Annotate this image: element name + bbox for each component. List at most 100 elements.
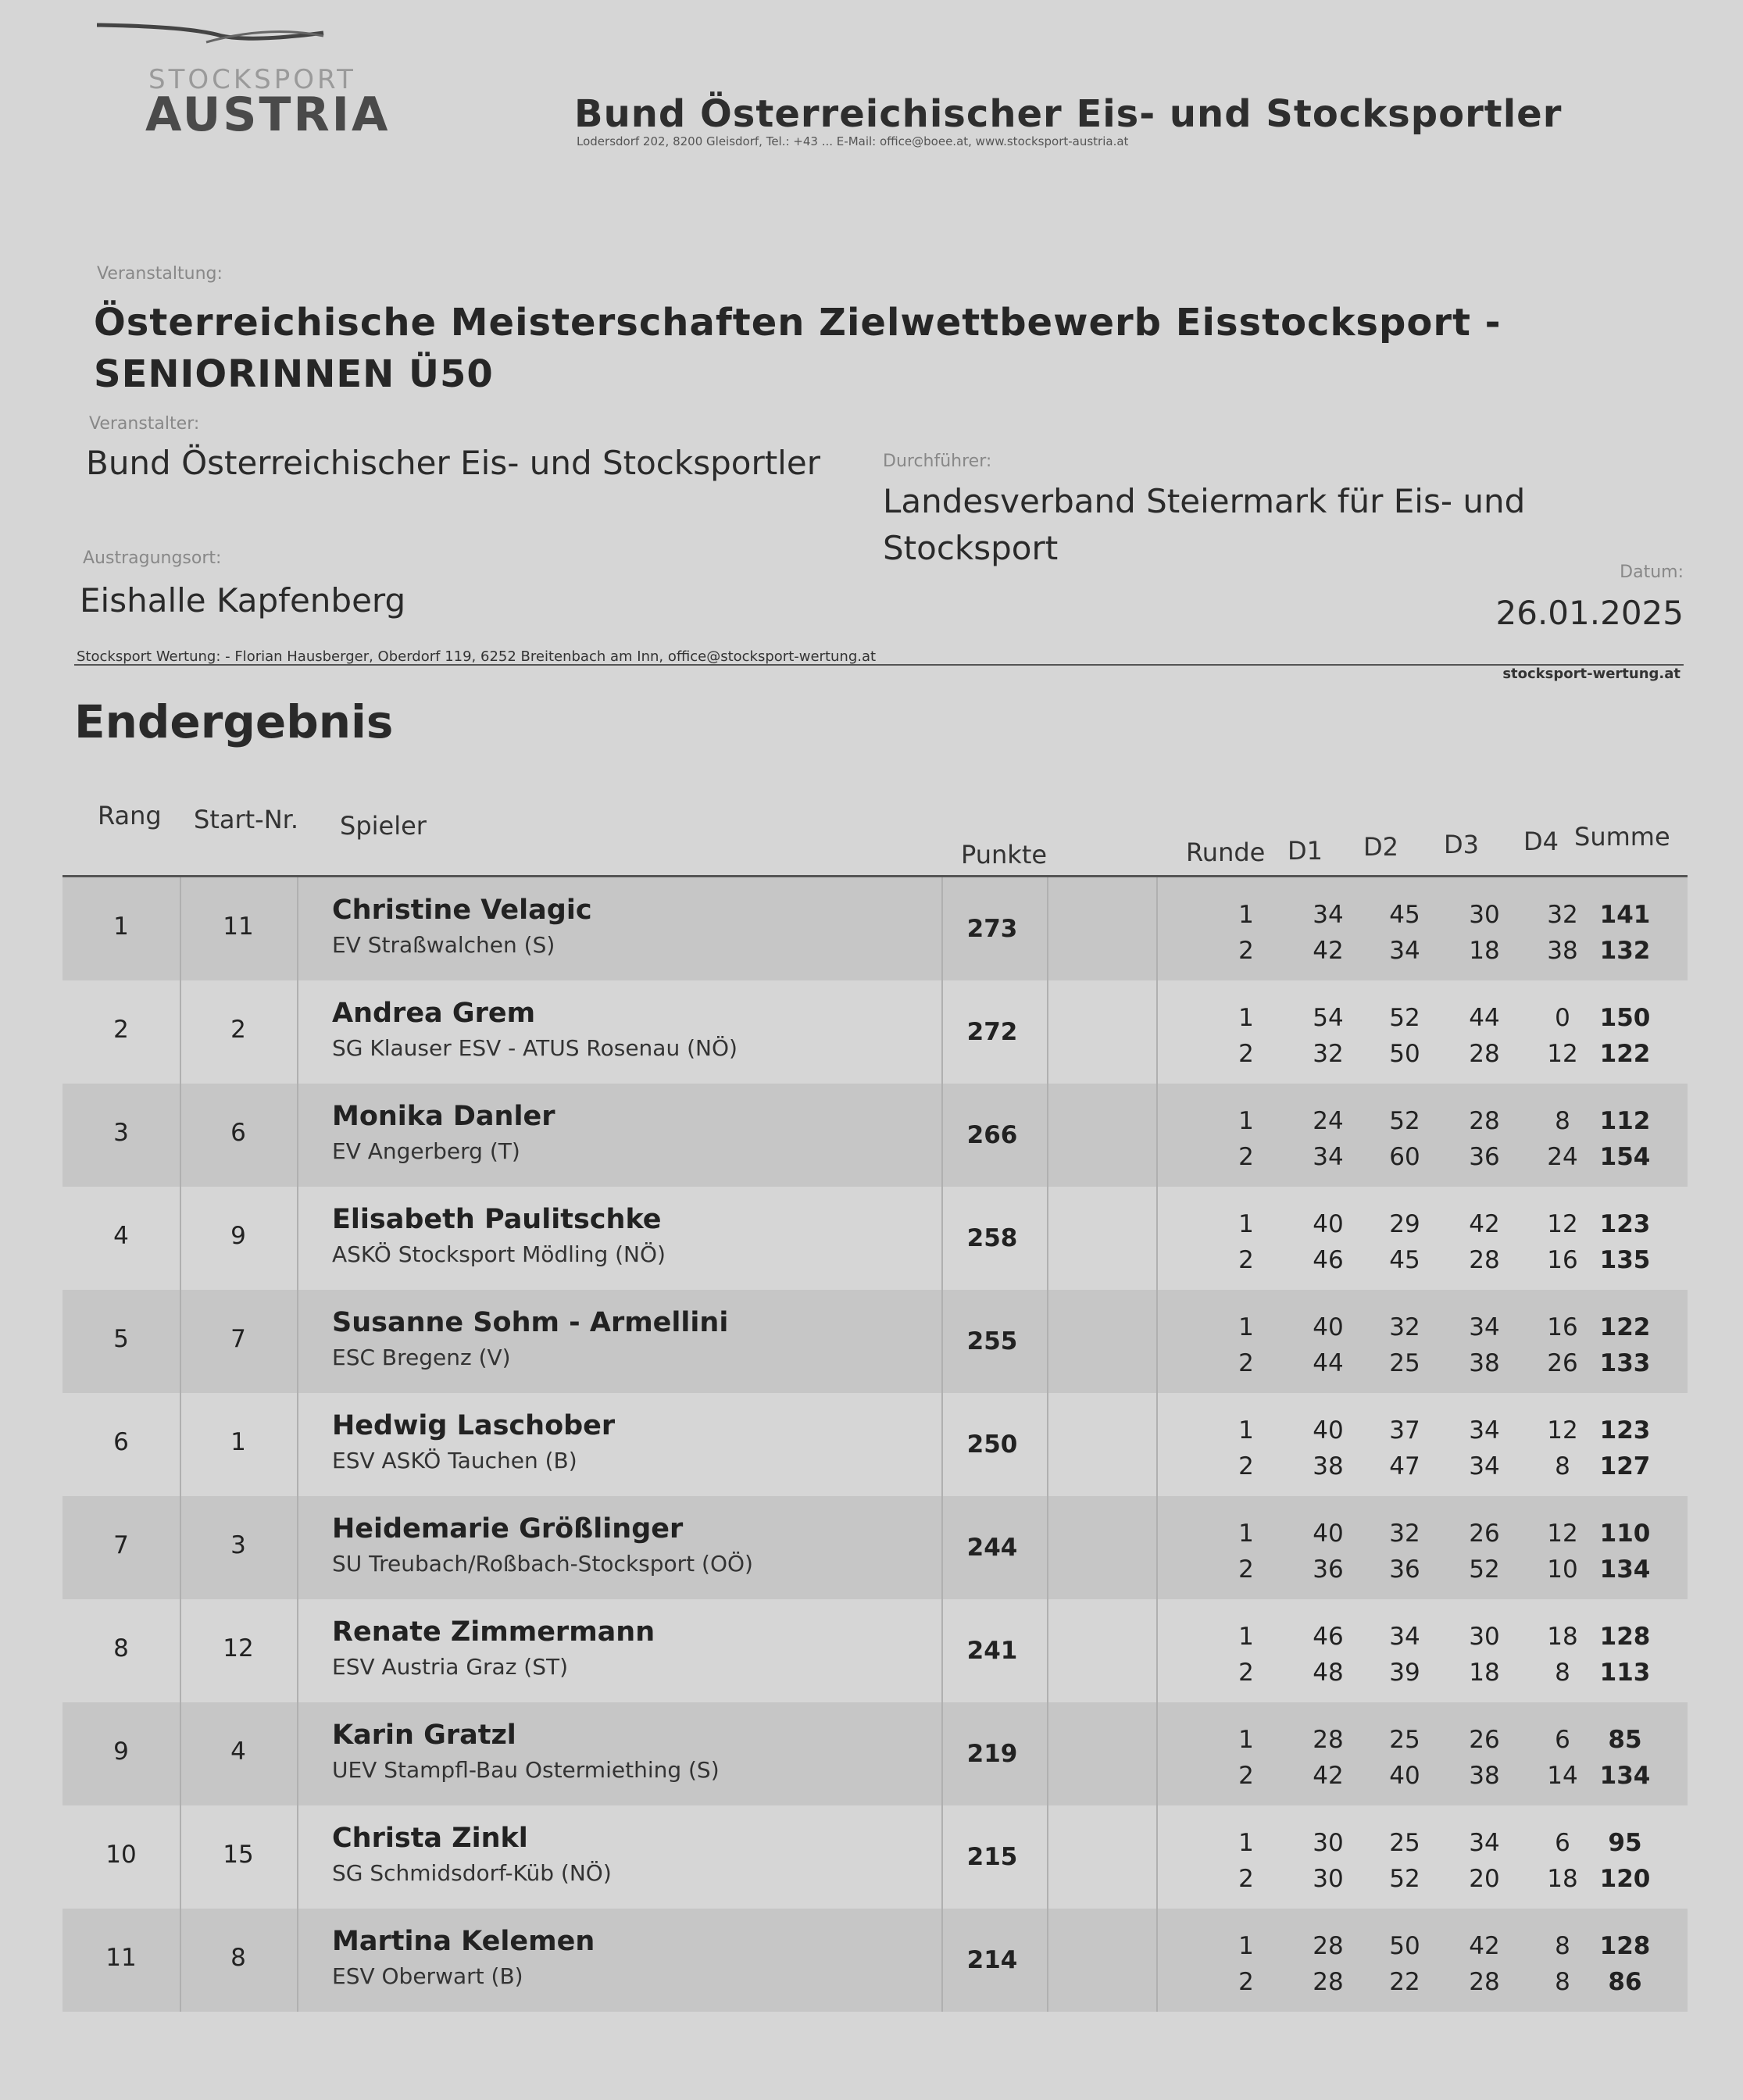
header-d4: D4	[1523, 827, 1559, 856]
d4-cell: 8	[1555, 1932, 1570, 1960]
d4-cell: 6	[1555, 1829, 1570, 1857]
d3-cell: 42	[1469, 1932, 1500, 1960]
scoring-credit: Stocksport Wertung: - Florian Hausberger…	[77, 648, 877, 665]
rang-cell: 9	[113, 1738, 129, 1766]
d2-cell: 52	[1389, 1107, 1420, 1135]
start-nr-cell: 9	[230, 1222, 246, 1250]
column-divider	[1047, 980, 1048, 1084]
player-name: Monika Danler	[332, 1101, 555, 1132]
rang-cell: 11	[105, 1944, 137, 1972]
column-divider	[941, 1805, 943, 1909]
player-name: Hedwig Laschober	[332, 1410, 616, 1441]
d4-cell: 26	[1547, 1349, 1578, 1377]
player-name: Karin Gratzl	[332, 1720, 516, 1751]
table-row: 10 15 Christa Zinkl SG Schmidsdorf-Küb (NÖ)…	[63, 1805, 1688, 1909]
summe-cell: 134	[1599, 1762, 1651, 1790]
runde-cell: 1	[1238, 1520, 1254, 1548]
start-nr-cell: 8	[230, 1944, 246, 1972]
column-divider	[941, 1393, 943, 1496]
start-nr-cell: 4	[230, 1738, 246, 1766]
d4-cell: 12	[1547, 1520, 1578, 1548]
runde-cell: 2	[1238, 937, 1254, 965]
d1-cell: 32	[1313, 1040, 1344, 1068]
d3-cell: 30	[1469, 901, 1500, 929]
summe-cell: 113	[1599, 1659, 1651, 1687]
player-name: Heidemarie Größlinger	[332, 1513, 684, 1545]
runde-cell: 2	[1238, 1968, 1254, 1996]
header-summe: Summe	[1574, 822, 1670, 852]
player-club: ESV ASKÖ Tauchen (B)	[332, 1448, 577, 1473]
column-divider	[297, 1909, 298, 2012]
punkte-cell: 258	[966, 1224, 1018, 1252]
player-club: ESV Oberwart (B)	[332, 1963, 523, 1989]
player-club: SU Treubach/Roßbach-Stocksport (OÖ)	[332, 1551, 753, 1577]
table-header: Rang Start-Nr. Spieler Punkte Runde D1 D…	[63, 797, 1688, 877]
d1-cell: 30	[1313, 1829, 1344, 1857]
summe-cell: 150	[1599, 1004, 1651, 1032]
d4-cell: 0	[1555, 1004, 1570, 1032]
player-name: Susanne Sohm - Armellini	[332, 1307, 729, 1338]
d3-cell: 30	[1469, 1623, 1500, 1651]
d4-cell: 6	[1555, 1726, 1570, 1754]
column-divider	[297, 877, 298, 980]
d3-cell: 20	[1469, 1865, 1500, 1893]
player-name: Christa Zinkl	[332, 1823, 528, 1854]
divider	[74, 664, 1684, 666]
runde-cell: 2	[1238, 1040, 1254, 1068]
header-d2: D2	[1363, 832, 1398, 862]
event-title-line1: Österreichische Meisterschaften Zielwett…	[94, 301, 1502, 345]
column-divider	[1156, 1290, 1158, 1393]
column-divider	[180, 877, 181, 980]
column-divider	[1047, 1805, 1048, 1909]
d2-cell: 60	[1389, 1143, 1420, 1171]
d1-cell: 38	[1313, 1452, 1344, 1480]
d1-cell: 42	[1313, 1762, 1344, 1790]
column-divider	[180, 1290, 181, 1393]
punkte-cell: 266	[966, 1121, 1018, 1149]
d4-cell: 8	[1555, 1452, 1570, 1480]
rang-cell: 7	[113, 1531, 129, 1559]
d1-cell: 54	[1313, 1004, 1344, 1032]
d2-cell: 47	[1389, 1452, 1420, 1480]
column-divider	[1156, 1805, 1158, 1909]
rang-cell: 1	[113, 912, 129, 941]
d1-cell: 46	[1313, 1246, 1344, 1274]
summe-cell: 120	[1599, 1865, 1651, 1893]
results-table: 1 11 Christine Velagic EV Straßwalchen (S) 2…	[63, 877, 1688, 2012]
player-club: ASKÖ Stocksport Mödling (NÖ)	[332, 1241, 666, 1267]
d1-cell: 34	[1313, 1143, 1344, 1171]
player-name: Renate Zimmermann	[332, 1616, 655, 1648]
d2-cell: 52	[1389, 1865, 1420, 1893]
d1-cell: 46	[1313, 1623, 1344, 1651]
d3-cell: 44	[1469, 1004, 1500, 1032]
d1-cell: 40	[1313, 1313, 1344, 1341]
header-rang: Rang	[98, 801, 162, 830]
event-title: Österreichische Meisterschaften Zielwett…	[94, 297, 1502, 400]
summe-cell: 127	[1599, 1452, 1651, 1480]
column-divider	[1047, 1393, 1048, 1496]
datum-label: Datum:	[1620, 562, 1684, 582]
durchfuehrer-label: Durchführer:	[883, 452, 992, 471]
column-divider	[297, 1290, 298, 1393]
d3-cell: 34	[1469, 1452, 1500, 1480]
d4-cell: 12	[1547, 1416, 1578, 1445]
start-nr-cell: 7	[230, 1325, 246, 1353]
runde-cell: 1	[1238, 901, 1254, 929]
column-divider	[297, 1805, 298, 1909]
column-divider	[297, 980, 298, 1084]
d3-cell: 34	[1469, 1416, 1500, 1445]
summe-cell: 95	[1608, 1829, 1642, 1857]
d3-cell: 28	[1469, 1040, 1500, 1068]
rang-cell: 2	[113, 1016, 129, 1044]
player-club: SG Schmidsdorf-Küb (NÖ)	[332, 1860, 612, 1886]
d2-cell: 22	[1389, 1968, 1420, 1996]
column-divider	[180, 1909, 181, 2012]
d2-cell: 29	[1389, 1210, 1420, 1238]
d4-cell: 18	[1547, 1623, 1578, 1651]
runde-cell: 2	[1238, 1659, 1254, 1687]
column-divider	[941, 1496, 943, 1599]
start-nr-cell: 6	[230, 1119, 246, 1147]
rang-cell: 10	[105, 1841, 137, 1869]
d3-cell: 52	[1469, 1555, 1500, 1584]
table-row: 8 12 Renate Zimmermann ESV Austria Graz (ST…	[63, 1599, 1688, 1702]
